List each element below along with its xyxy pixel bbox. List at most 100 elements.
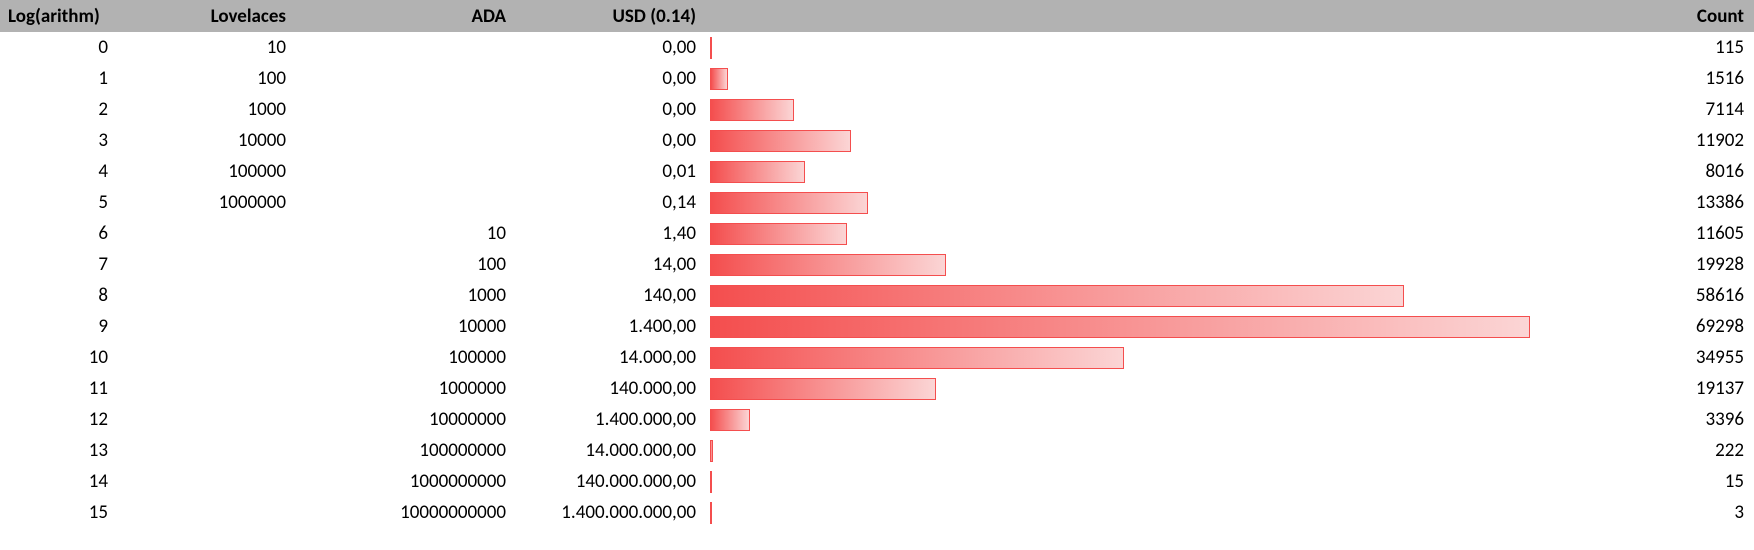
- cell-ada: 10000000: [296, 404, 516, 435]
- col-header-usd: USD (0.14): [516, 0, 706, 32]
- cell-bar: [706, 280, 1646, 311]
- cell-ada: [296, 187, 516, 218]
- cell-usd: 14,00: [516, 249, 706, 280]
- cell-lovelaces: [118, 218, 296, 249]
- cell-count: 11902: [1646, 125, 1754, 156]
- cell-count: 3: [1646, 497, 1754, 528]
- table-row: 15100000000001.400.000.000,003: [0, 497, 1754, 528]
- cell-bar: [706, 373, 1646, 404]
- cell-ada: 10: [296, 218, 516, 249]
- cell-count: 69298: [1646, 311, 1754, 342]
- cell-lovelaces: [118, 342, 296, 373]
- count-bar: [710, 502, 712, 524]
- col-header-lovelaces: Lovelaces: [118, 0, 296, 32]
- cell-log: 8: [0, 280, 118, 311]
- cell-count: 3396: [1646, 404, 1754, 435]
- table-row: 1310000000014.000.000,00222: [0, 435, 1754, 466]
- cell-usd: 14.000,00: [516, 342, 706, 373]
- cell-usd: 0,00: [516, 63, 706, 94]
- table-row: 210000,007114: [0, 94, 1754, 125]
- cell-lovelaces: [118, 249, 296, 280]
- table-row: 41000000,018016: [0, 156, 1754, 187]
- count-bar: [710, 99, 794, 121]
- cell-log: 13: [0, 435, 118, 466]
- cell-log: 3: [0, 125, 118, 156]
- col-header-bar: [706, 0, 1646, 32]
- cell-usd: 1,40: [516, 218, 706, 249]
- table-row: 81000140,0058616: [0, 280, 1754, 311]
- cell-ada: 100: [296, 249, 516, 280]
- cell-lovelaces: 1000000: [118, 187, 296, 218]
- cell-usd: 0,01: [516, 156, 706, 187]
- cell-usd: 1.400,00: [516, 311, 706, 342]
- cell-log: 1: [0, 63, 118, 94]
- cell-count: 15: [1646, 466, 1754, 497]
- cell-usd: 0,00: [516, 125, 706, 156]
- cell-lovelaces: [118, 466, 296, 497]
- cell-bar: [706, 404, 1646, 435]
- table-row: 9100001.400,0069298: [0, 311, 1754, 342]
- cell-bar: [706, 342, 1646, 373]
- cell-log: 12: [0, 404, 118, 435]
- cell-lovelaces: 100000: [118, 156, 296, 187]
- cell-ada: 1000000000: [296, 466, 516, 497]
- cell-count: 58616: [1646, 280, 1754, 311]
- table-row: 1100 0,00 1516: [0, 63, 1754, 94]
- cell-usd: 140,00: [516, 280, 706, 311]
- cell-lovelaces: [118, 280, 296, 311]
- cell-lovelaces: 1000: [118, 94, 296, 125]
- count-bar: [710, 192, 868, 214]
- cell-usd: 140.000,00: [516, 373, 706, 404]
- cell-lovelaces: [118, 435, 296, 466]
- cell-ada: [296, 94, 516, 125]
- header-row: Log(arithm) Lovelaces ADA USD (0.14) Cou…: [0, 0, 1754, 32]
- cell-log: 9: [0, 311, 118, 342]
- cell-ada: 1000000: [296, 373, 516, 404]
- cell-lovelaces: 10000: [118, 125, 296, 156]
- cell-log: 15: [0, 497, 118, 528]
- table-row: 10 10000014.000,00 34955: [0, 342, 1754, 373]
- cell-bar: [706, 156, 1646, 187]
- cell-bar: [706, 63, 1646, 94]
- cell-log: 6: [0, 218, 118, 249]
- count-bar: [710, 130, 851, 152]
- cell-bar: [706, 218, 1646, 249]
- cell-log: 10: [0, 342, 118, 373]
- cell-count: 13386: [1646, 187, 1754, 218]
- count-bar: [710, 285, 1404, 307]
- cell-lovelaces: [118, 373, 296, 404]
- cell-lovelaces: [118, 311, 296, 342]
- cell-bar: [706, 466, 1646, 497]
- cell-count: 8016: [1646, 156, 1754, 187]
- count-bar: [710, 223, 847, 245]
- cell-ada: [296, 156, 516, 187]
- cell-log: 11: [0, 373, 118, 404]
- cell-count: 1516: [1646, 63, 1754, 94]
- cell-log: 0: [0, 32, 118, 63]
- col-header-ada: ADA: [296, 0, 516, 32]
- cell-ada: [296, 63, 516, 94]
- cell-lovelaces: [118, 404, 296, 435]
- count-bar: [710, 37, 712, 59]
- table-body: 0100,0011511000,001516210000,00711431000…: [0, 32, 1754, 528]
- cell-log: 2: [0, 94, 118, 125]
- cell-ada: [296, 32, 516, 63]
- cell-usd: 0,00: [516, 94, 706, 125]
- cell-count: 222: [1646, 435, 1754, 466]
- cell-lovelaces: 100: [118, 63, 296, 94]
- table-row: 310000 0,00 11902: [0, 125, 1754, 156]
- table-row: 141000000000140.000.000,0015: [0, 466, 1754, 497]
- cell-count: 34955: [1646, 342, 1754, 373]
- count-bar: [710, 254, 946, 276]
- cell-lovelaces: [118, 497, 296, 528]
- cell-ada: 100000: [296, 342, 516, 373]
- cell-count: 19137: [1646, 373, 1754, 404]
- table-row: 12100000001.400.000,003396: [0, 404, 1754, 435]
- cell-ada: 100000000: [296, 435, 516, 466]
- cell-log: 5: [0, 187, 118, 218]
- col-header-count: Count: [1646, 0, 1754, 32]
- table-row: 0100,00115: [0, 32, 1754, 63]
- count-bar: [710, 440, 713, 462]
- table-row: 6101,4011605: [0, 218, 1754, 249]
- count-bar: [710, 316, 1530, 338]
